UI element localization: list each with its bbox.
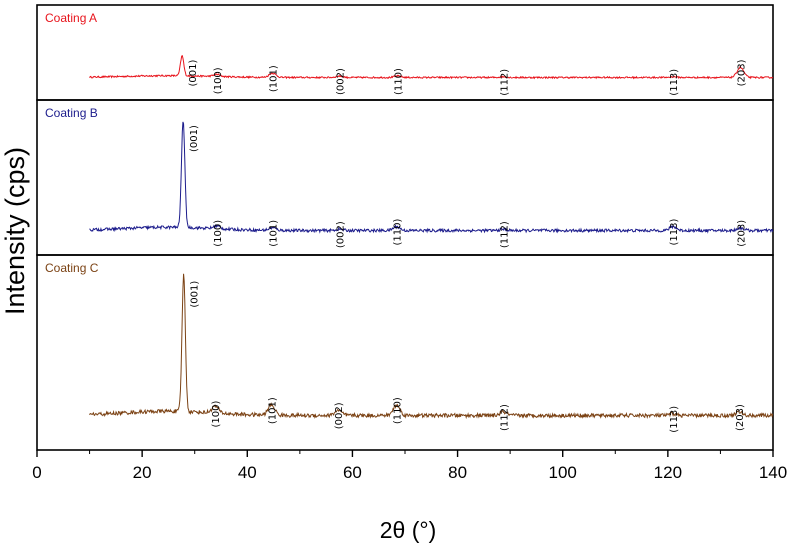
series-line-3 xyxy=(89,273,774,420)
peak-label: (112) xyxy=(499,69,510,96)
series-line-1 xyxy=(89,55,774,80)
peak-label: (203) xyxy=(736,59,747,86)
panel-1: Coating A (001) (100) (101) (002) (110) (112) (… xyxy=(36,4,774,101)
peak-label: (100) xyxy=(213,220,224,247)
x-axis: 0 20 40 60 80 100 120 140 xyxy=(32,450,787,482)
peak-label: (101) xyxy=(268,397,279,424)
x-tick-label: 80 xyxy=(448,463,467,482)
peak-label: (112) xyxy=(499,404,510,431)
peak-label: (112) xyxy=(499,221,510,248)
peak-label: (113) xyxy=(669,406,680,433)
peak-label: (113) xyxy=(669,219,680,246)
panel-3: Coating C (001) (100) (101) (002) (110) (112) (… xyxy=(36,254,774,451)
peak-label: (113) xyxy=(669,69,680,96)
x-tick-label: 20 xyxy=(133,463,152,482)
x-axis-title: 2θ (°) xyxy=(380,517,437,543)
peak-label: (001) xyxy=(188,60,199,87)
series-name-3: Coating C xyxy=(45,261,99,275)
peak-label: (101) xyxy=(269,65,280,92)
panels: Coating A (001) (100) (101) (002) (110) (112) (… xyxy=(36,4,774,451)
y-axis-title: Intensity (cps) xyxy=(0,147,30,315)
peak-label: (203) xyxy=(735,404,746,431)
series-line-2 xyxy=(89,121,774,234)
panel-frame xyxy=(36,4,774,101)
panel-2: Coating B (001) (100) (101) (002) (110) (112) (… xyxy=(36,99,774,256)
x-tick-label: 140 xyxy=(759,463,787,482)
x-tick-label: 60 xyxy=(343,463,362,482)
x-tick-label: 0 xyxy=(32,463,41,482)
peak-label: (110) xyxy=(394,68,405,95)
peak-label: (110) xyxy=(393,397,404,424)
peak-label: (100) xyxy=(211,401,222,428)
series-name-1: Coating A xyxy=(45,11,97,25)
peak-label: (002) xyxy=(334,402,345,429)
x-tick-label: 120 xyxy=(654,463,682,482)
peak-label: (203) xyxy=(736,220,747,247)
peak-label: (110) xyxy=(393,219,404,246)
peak-label: (001) xyxy=(190,281,201,308)
series-name-2: Coating B xyxy=(45,106,98,120)
x-tick-label: 40 xyxy=(238,463,257,482)
peak-label: (002) xyxy=(335,68,346,95)
peak-label: (100) xyxy=(213,67,224,94)
peak-label: (101) xyxy=(269,220,280,247)
x-tick-label: 100 xyxy=(549,463,577,482)
peak-label: (001) xyxy=(189,125,200,152)
panel-frame xyxy=(36,254,774,451)
peak-label: (002) xyxy=(335,221,346,248)
